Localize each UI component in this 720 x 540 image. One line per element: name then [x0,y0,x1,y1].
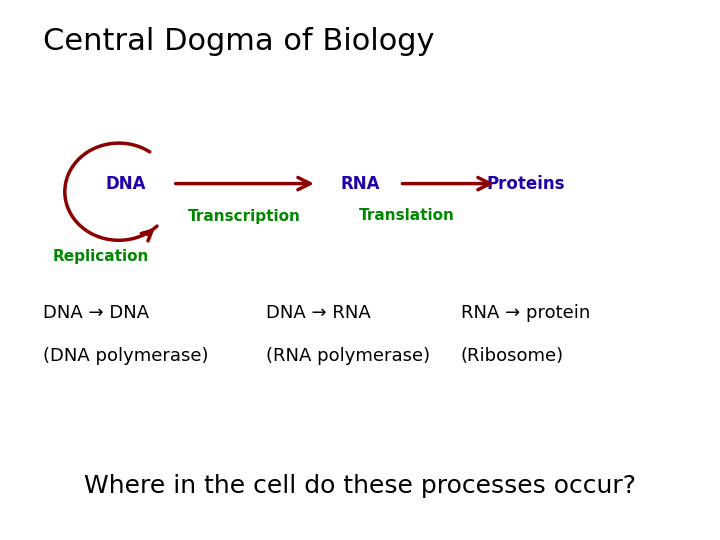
Text: RNA → protein: RNA → protein [461,304,590,322]
Text: Where in the cell do these processes occur?: Where in the cell do these processes occ… [84,474,636,498]
Text: RNA: RNA [341,174,379,193]
Text: DNA: DNA [106,174,146,193]
Text: (RNA polymerase): (RNA polymerase) [266,347,431,366]
Text: (Ribosome): (Ribosome) [461,347,564,366]
Text: Proteins: Proteins [486,174,565,193]
Text: Central Dogma of Biology: Central Dogma of Biology [43,27,435,56]
Text: DNA → DNA: DNA → DNA [43,304,149,322]
Text: Translation: Translation [359,208,455,224]
Text: Replication: Replication [53,249,149,264]
Text: DNA → RNA: DNA → RNA [266,304,371,322]
Text: (DNA polymerase): (DNA polymerase) [43,347,209,366]
Text: Transcription: Transcription [189,208,301,224]
